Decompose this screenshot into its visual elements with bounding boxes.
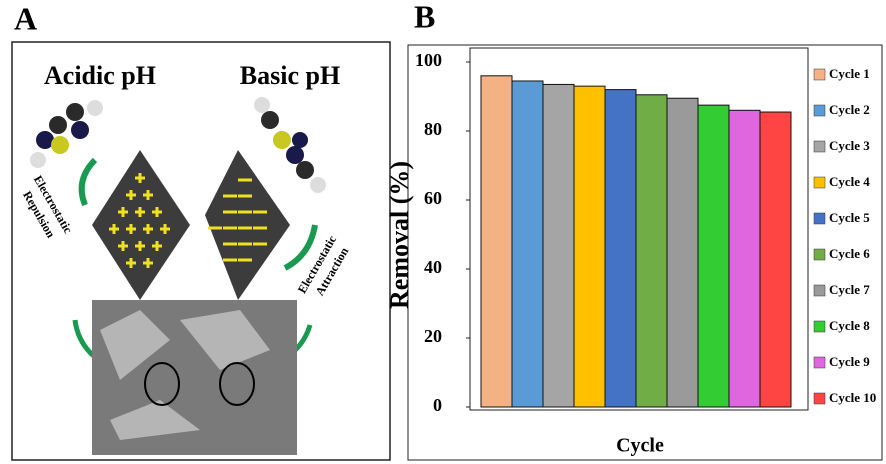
panel-label: A [14,0,37,36]
plus-sign [143,224,153,234]
plus-sign [135,241,145,251]
legend-label: Cycle 8 [829,318,870,333]
legend-label: Cycle 6 [829,246,870,261]
plus-sign [143,190,153,200]
legend-label: Cycle 3 [829,138,870,153]
positive-particle [92,150,190,300]
plus-sign [135,173,145,183]
legend-label: Cycle 4 [829,174,870,189]
highlight [144,362,180,406]
legend-swatch [813,248,826,261]
bar [728,109,761,408]
plus-sign [126,190,136,200]
plus-sign [152,207,162,217]
y-tick-label: 100 [415,50,442,70]
arrow [283,224,318,271]
legend-label: Cycle 10 [829,390,876,405]
bar [480,75,513,408]
legend-label: Cycle 9 [829,354,870,369]
legend-label: Cycle 5 [829,210,870,225]
x-axis-title: Cycle [616,435,664,457]
y-tick-label: 60 [424,188,442,208]
right-title: Basic pH [240,61,340,90]
legend-swatch [813,140,826,153]
left-title: Acidic pH [44,61,156,90]
negative-particle [205,150,290,300]
legend-swatch [813,212,826,225]
bar [666,97,699,408]
panel-label: B [414,0,435,34]
bar [542,83,575,408]
y-tick-label: 80 [424,119,442,139]
bar [635,94,668,408]
y-tick-label: 0 [433,395,442,415]
molecule-left [30,100,103,168]
plus-sign [143,258,153,268]
y-axis-title: Removal (%) [385,161,414,309]
legend-swatch [813,284,826,297]
legend-label: Cycle 2 [829,102,870,117]
legend-swatch [813,356,826,369]
plus-sign [118,207,128,217]
legend-swatch [813,104,826,117]
legend-swatch [813,68,826,81]
plot-frame [469,47,809,411]
plus-sign [135,207,145,217]
bar [511,80,544,408]
legend-swatch [813,176,826,189]
arrow [78,157,98,207]
bar [759,111,792,408]
bar [604,89,637,408]
plus-sign [126,224,136,234]
plus-sign [126,258,136,268]
plus-sign [109,224,119,234]
highlight [219,362,255,406]
y-tick-label: 20 [424,326,442,346]
plus-sign [118,241,128,251]
legend-label: Cycle 1 [829,66,870,81]
legend-swatch [813,320,826,333]
bar [573,85,606,408]
plus-sign [160,224,170,234]
sem-texture [100,310,270,440]
bar [697,104,730,408]
plus-sign [152,241,162,251]
molecule-right [254,97,326,193]
y-tick-label: 40 [424,257,442,277]
legend-label: Cycle 7 [829,282,870,297]
legend-swatch [813,392,826,405]
